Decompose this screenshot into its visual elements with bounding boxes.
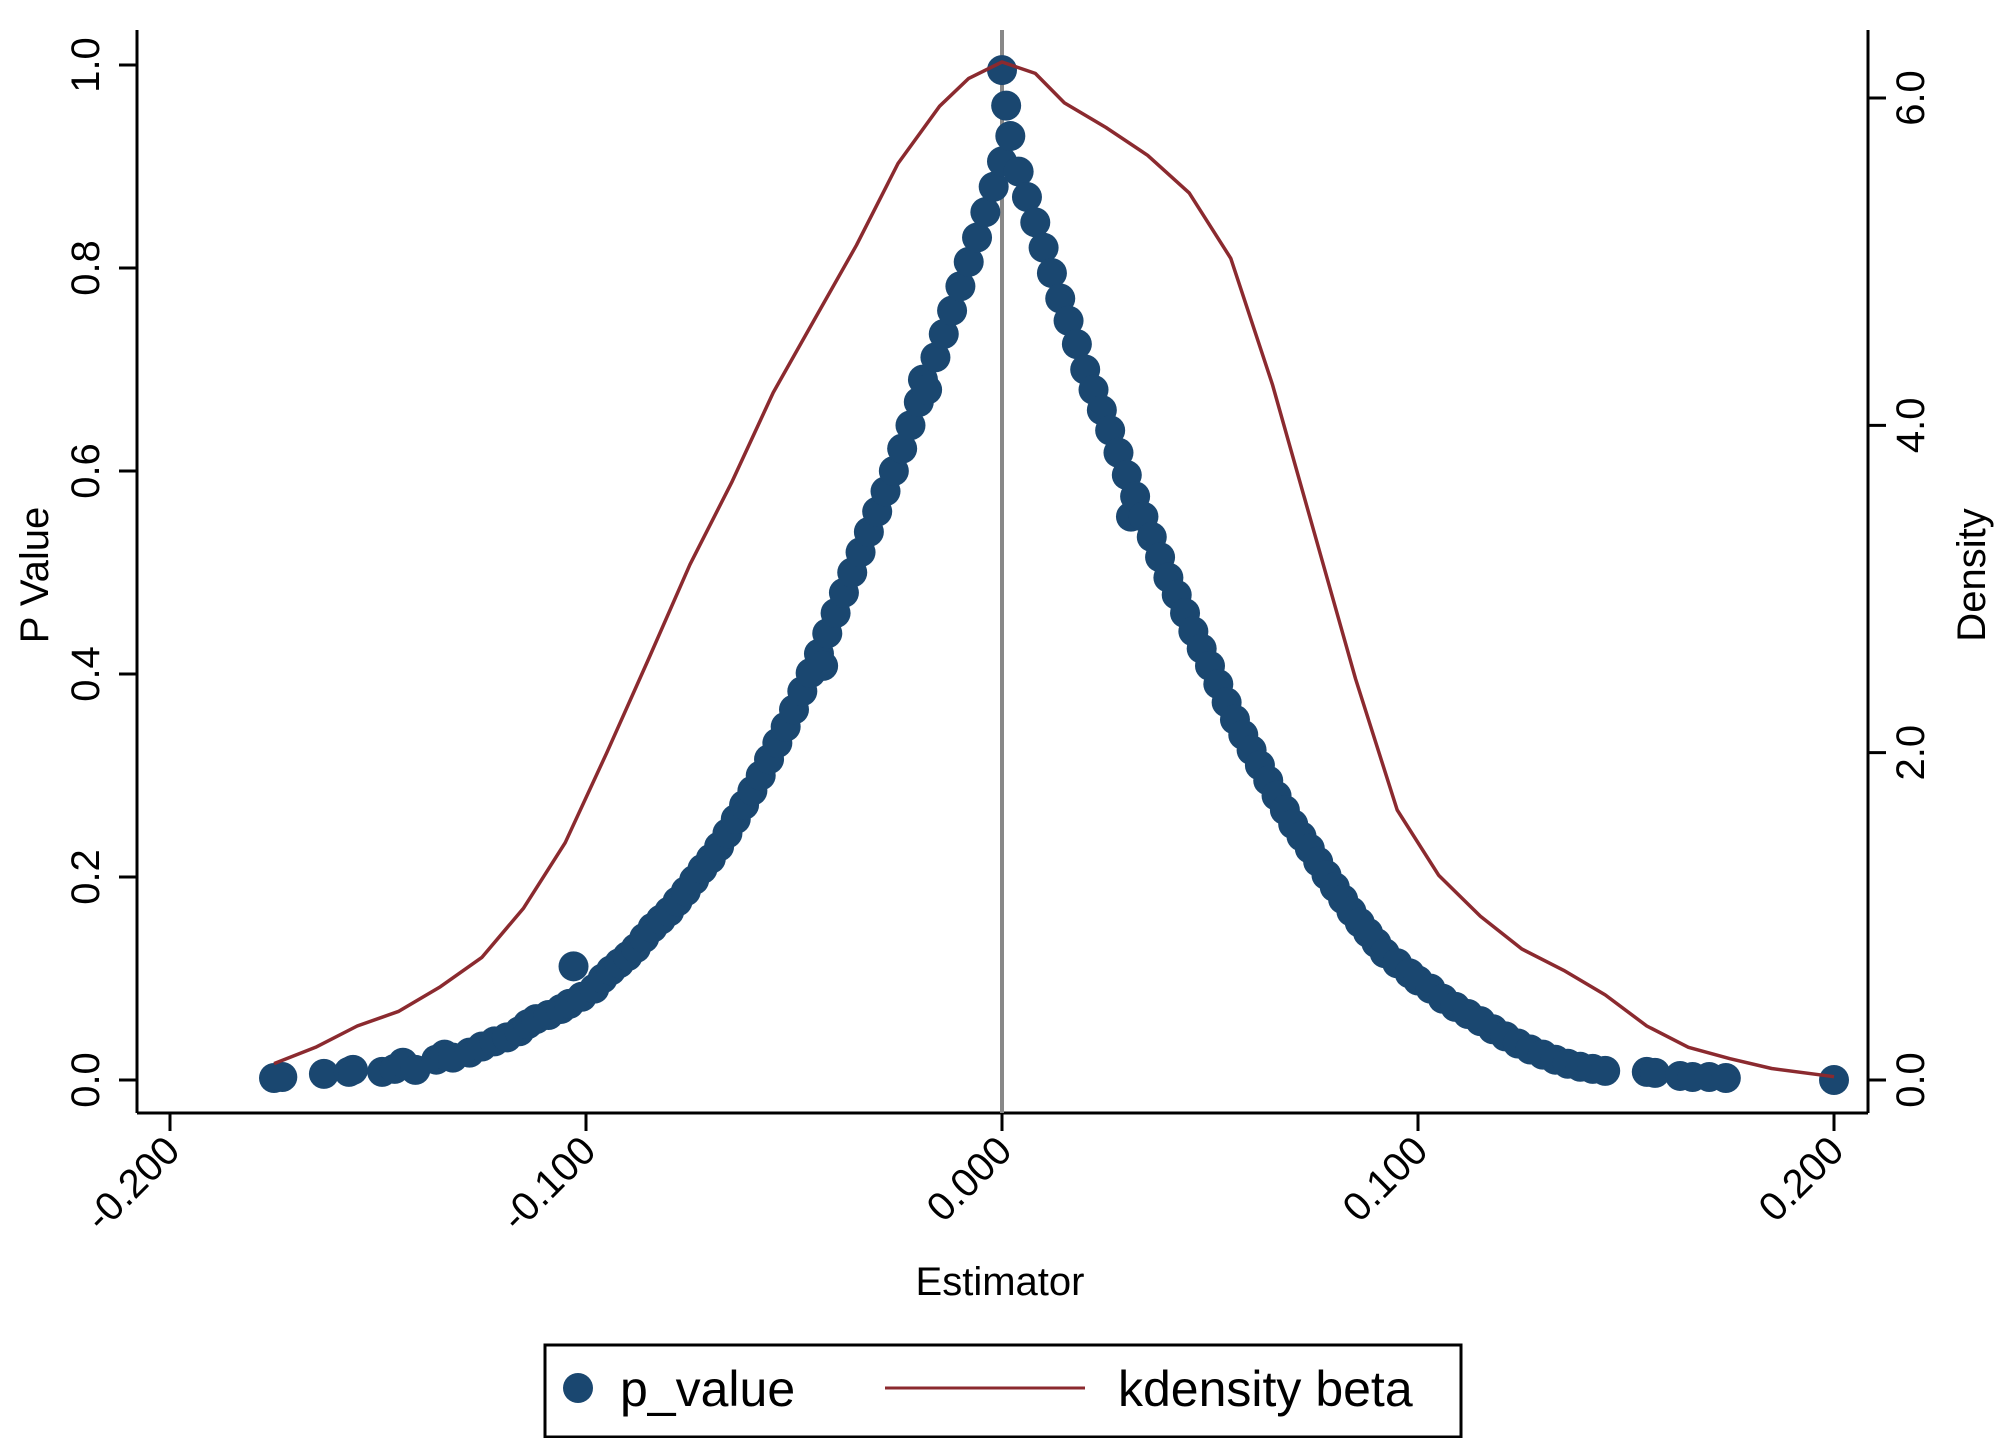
p-value-point (267, 1061, 298, 1092)
p-value-point (808, 650, 839, 681)
p-value-point (995, 121, 1026, 152)
y-tick-label: 0.2 (64, 849, 108, 905)
p-value-point (1640, 1057, 1671, 1088)
y-tick-label: 0.6 (64, 443, 108, 499)
p-value-point (1061, 329, 1092, 360)
p-value-point (1003, 156, 1034, 187)
p-value-point (1020, 207, 1051, 238)
legend: p_value kdensity beta (543, 1343, 1463, 1439)
p-value-point (1028, 232, 1059, 263)
y2-tick-label: 6.0 (1889, 70, 1933, 126)
p-value-point (912, 374, 943, 405)
y-tick-label: 0.8 (64, 240, 108, 296)
p-value-point (1036, 258, 1067, 289)
p-value-point (987, 55, 1017, 86)
y2-tick-label: 0.0 (1889, 1052, 1933, 1108)
p-value-point (953, 246, 984, 277)
y-tick-label: 1.0 (64, 37, 108, 93)
p-value-point (558, 951, 589, 982)
p-value-point (895, 410, 926, 441)
p-value-point (970, 197, 1001, 228)
y-tick-label: 0.0 (64, 1052, 108, 1108)
p-value-point (1819, 1065, 1849, 1095)
p-value-point (308, 1058, 339, 1089)
p-value-point (978, 171, 1009, 202)
legend-marker-p-value (563, 1373, 593, 1403)
p-value-point (962, 222, 993, 253)
p-value-point (887, 433, 918, 464)
legend-label-kdensity: kdensity beta (1118, 1361, 1413, 1417)
p-value-point (1011, 181, 1042, 212)
p-value-point (991, 90, 1022, 121)
p-value-point (338, 1054, 369, 1085)
x-axis-title: Estimator (916, 1260, 1085, 1304)
legend-label-p-value: p_value (620, 1361, 795, 1417)
scatter-series (259, 55, 1849, 1095)
y2-axis-title: Density (1950, 508, 1994, 641)
p-value-point (1590, 1055, 1621, 1086)
p-value-point (1710, 1062, 1741, 1093)
y2-tick-label: 2.0 (1889, 725, 1933, 781)
legend-box (543, 1343, 1463, 1439)
p-value-point (1053, 305, 1084, 336)
p-value-point (937, 295, 968, 326)
y-axis-title: P Value (13, 507, 57, 643)
y2-tick-label: 4.0 (1889, 398, 1933, 454)
p-value-point (920, 342, 951, 373)
p-value-point (928, 318, 959, 349)
y-tick-label: 0.4 (64, 646, 108, 702)
p-value-point (945, 271, 976, 302)
density-series (273, 60, 1835, 1079)
kdensity-line (273, 60, 1835, 1079)
